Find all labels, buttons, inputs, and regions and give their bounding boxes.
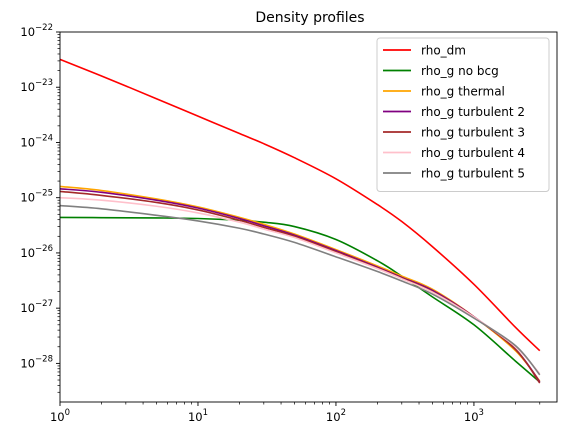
series-lines <box>60 58 541 384</box>
series-line-rho-g-turbulent-3 <box>60 190 541 384</box>
x-tick-label: 100 <box>50 408 70 424</box>
legend-box <box>376 37 550 192</box>
y-tick-label: 10−22 <box>20 23 53 39</box>
series-line-rho-g-thermal <box>60 185 541 382</box>
legend-label: rho_g turbulent 5 <box>421 167 525 181</box>
plot-frame <box>59 31 558 403</box>
y-tick-label: 10−26 <box>20 244 53 260</box>
y-tick-label: 10−23 <box>20 78 53 94</box>
legend-label: rho_g turbulent 4 <box>421 146 525 160</box>
x-tick-label: 101 <box>188 408 208 424</box>
legend-label: rho_g turbulent 3 <box>421 126 525 140</box>
series-line-rho-g-turbulent-4 <box>60 196 541 375</box>
legend-label: rho_g turbulent 2 <box>421 105 525 119</box>
y-tick-label: 10−27 <box>20 299 53 315</box>
x-tick-label: 103 <box>464 408 484 424</box>
legend: rho_dm rho_g no bcg rho_g thermal rho_g tur… <box>376 37 550 192</box>
y-axis-ticks: 10−22 10−23 10−24 10−25 10−26 10−27 10−28 <box>20 23 60 393</box>
chart-title: Density profiles <box>255 10 364 26</box>
x-axis-ticks: 100 101 102 103 <box>50 402 541 424</box>
legend-label: rho_g thermal <box>421 85 505 99</box>
series-line-rho-g-turbulent-5 <box>60 204 541 376</box>
legend-label: rho_dm <box>421 44 466 58</box>
y-tick-label: 10−24 <box>20 133 53 149</box>
x-tick-label: 102 <box>326 408 346 424</box>
y-tick-label: 10−25 <box>20 189 53 205</box>
y-tick-label: 10−28 <box>20 354 53 370</box>
series-line-rho-dm <box>60 58 541 352</box>
series-line-rho-g-no-bcg <box>60 216 541 383</box>
legend-label: rho_g no bcg <box>421 64 499 78</box>
